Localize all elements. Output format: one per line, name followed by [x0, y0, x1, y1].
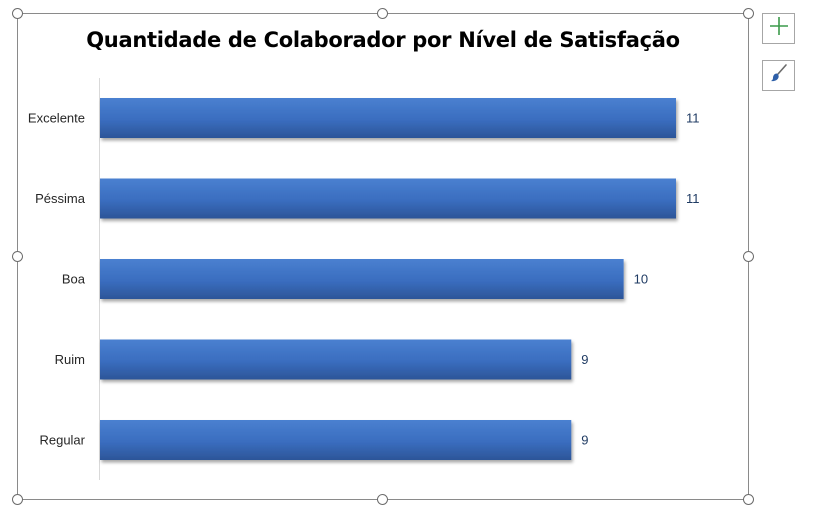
data-label: 11 — [686, 191, 700, 206]
category-label: Excelente — [28, 111, 85, 126]
resize-handle-top-right[interactable] — [743, 8, 754, 19]
bar-regular[interactable] — [100, 420, 572, 460]
paintbrush-icon — [768, 62, 790, 89]
resize-handle-bottom-center[interactable] — [377, 494, 388, 505]
data-label: 9 — [581, 433, 588, 448]
resize-handle-middle-left[interactable] — [12, 251, 23, 262]
resize-handle-middle-right[interactable] — [743, 251, 754, 262]
plus-icon — [768, 15, 790, 42]
chart-title[interactable]: Quantidade de Colaborador por Nível de S… — [86, 28, 680, 52]
data-label: 10 — [634, 272, 648, 287]
category-label: Regular — [39, 433, 85, 448]
chart-area[interactable] — [17, 13, 749, 500]
category-label: Péssima — [35, 191, 86, 206]
chart-styles-button[interactable] — [762, 60, 795, 91]
resize-handle-bottom-left[interactable] — [12, 494, 23, 505]
data-label: 11 — [686, 111, 700, 126]
resize-handle-top-left[interactable] — [12, 8, 23, 19]
resize-handle-top-center[interactable] — [377, 8, 388, 19]
bar-ruim[interactable] — [100, 339, 572, 380]
bar-excelente[interactable] — [100, 98, 676, 138]
bar-boa[interactable] — [100, 259, 624, 299]
data-label: 9 — [581, 352, 588, 367]
resize-handle-bottom-right[interactable] — [743, 494, 754, 505]
bar-péssima[interactable] — [100, 178, 676, 219]
category-label: Boa — [62, 272, 86, 287]
category-label: Ruim — [55, 352, 85, 367]
chart-elements-button[interactable] — [762, 13, 795, 44]
